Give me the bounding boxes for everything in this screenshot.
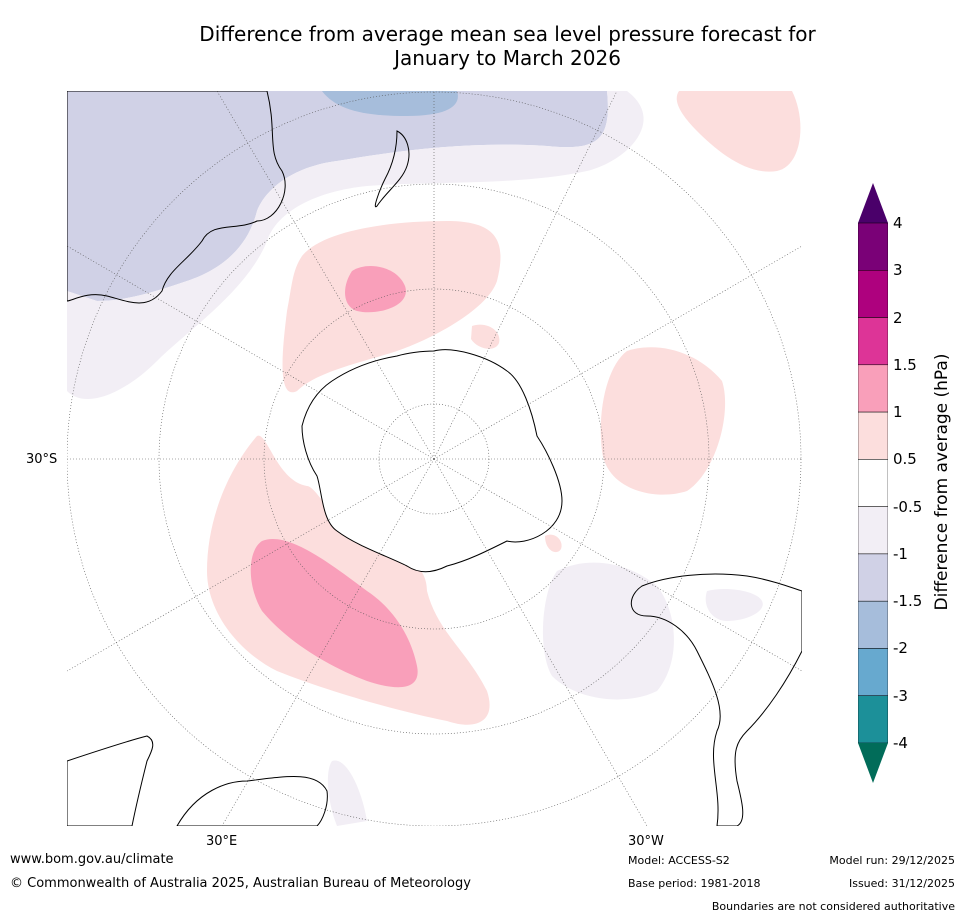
graticule-circle-outer [158,183,710,735]
colorbar-segment [858,222,888,271]
meridian-150w [433,91,618,460]
anomaly-0p5-region-tiny [545,534,562,553]
anomaly-0p5-region-small [471,324,500,349]
footer-model-run: Model run: 29/12/2025 [829,854,955,867]
antarctica-coastline [301,349,563,573]
title-line-1: Difference from average mean sea level p… [199,22,816,46]
colorbar-segment [858,553,888,602]
colorbar-tick-label: 2 [893,308,903,327]
anomaly-minus0p5-region-sa2 [705,589,763,621]
colorbar-segment [858,459,888,507]
map-panel [67,91,802,826]
colorbar-tick-label: -2 [893,639,908,658]
meridian-120w [433,245,802,460]
anomaly-minus0p5-region-africa [327,760,367,826]
colorbar-tick-label: 0.5 [893,450,917,469]
footer-website[interactable]: www.bom.gov.au/climate [10,852,174,867]
colorbar-tick-label: 4 [893,214,903,232]
anomaly-minus1p5-region [322,91,458,116]
colorbar-tick-label: -4 [893,734,908,752]
colorbar-segment [858,270,888,318]
colorbar-title: Difference from average (hPa) [932,353,952,611]
south-america-coastline [630,573,802,826]
colorbar-segment [858,695,888,744]
colorbar-tick-label: -1.5 [893,592,923,611]
footer-disclaimer: Boundaries are not considered authoritat… [711,900,955,913]
new-zealand-coastline [374,130,410,208]
anomaly-1-region-indian [250,539,418,688]
colorbar [858,183,888,783]
colorbar-segment [858,600,888,649]
colorbar-tick-label: 3 [893,261,903,280]
colorbar-tick-label: 1.5 [893,355,917,374]
graticule-circle-mid [263,288,605,630]
colorbar-segment [858,648,888,696]
colorbar-segment [858,364,888,413]
colorbar-segment [858,317,888,366]
anomaly-positive-region-ne [676,91,801,172]
colorbar-segment [858,506,888,555]
anomaly-0p5-region-atlantic [600,347,726,495]
map-title: Difference from average mean sea level p… [0,22,965,70]
colorbar-tick-label: 1 [893,403,903,422]
colorbar-tick-label: -0.5 [893,497,923,516]
lon-label-30e: 30°E [206,834,238,849]
footer-copyright: © Commonwealth of Australia 2025, Austra… [10,876,471,891]
lon-label-30w: 30°W [628,834,664,849]
africa-coastline [67,735,154,826]
anomaly-minus1-region-north [67,91,608,301]
lat-label-30s: 30°S [26,452,58,467]
colorbar-tick-label: -1 [893,544,908,563]
footer-model: Model: ACCESS-S2 [628,854,730,867]
australia-coastline [67,91,286,304]
meridian-150e [216,91,435,460]
south-polar-map [67,91,802,826]
anomaly-minus0p5-region-sa [542,562,674,700]
colorbar-extend-top [858,183,888,223]
colorbar-tick-label: -3 [893,686,908,705]
title-line-2: January to March 2026 [394,46,621,70]
graticule-meridians [67,91,802,826]
anomaly-minus0p5-region-north [67,91,644,400]
colorbar-segment [858,411,888,460]
colorbar-extend-bottom [858,743,888,783]
footer-issued: Issued: 31/12/2025 [848,877,955,890]
anomaly-1-region-pacific [345,266,406,313]
footer-base-period: Base period: 1981-2018 [628,877,761,890]
madagascar-region-coastline [176,776,328,826]
